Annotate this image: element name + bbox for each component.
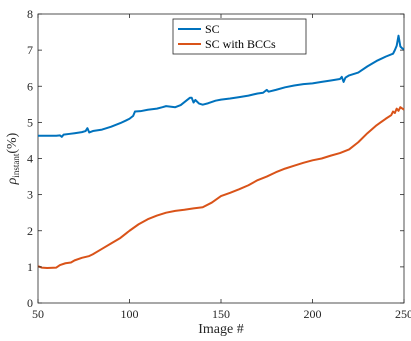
legend: SC SC with BCCs: [172, 18, 307, 55]
y-axis-label: ρinstant(%): [5, 132, 21, 185]
x-tick-label: 250: [395, 307, 411, 321]
x-tick-label: 150: [212, 307, 230, 321]
y-axis-label-symbol: ρ: [5, 177, 20, 185]
series-line-sc: [38, 34, 405, 138]
y-tick-label: 6: [27, 79, 33, 93]
y-tick-label: 7: [27, 43, 33, 57]
x-tick-label: 50: [32, 307, 44, 321]
y-axis-label-subscript: instant: [11, 153, 21, 177]
series-layer: [37, 34, 405, 269]
ticks-layer: 50 100 150 200 250 0 1 2 3 4 5 6 7 8: [27, 7, 411, 321]
series-line-sc-with-bccs: [37, 106, 405, 269]
x-tick-label: 100: [121, 307, 139, 321]
legend-label-sc-with-bccs: SC with BCCs: [205, 37, 276, 51]
y-tick-label: 2: [27, 224, 33, 238]
y-tick-label: 1: [27, 260, 33, 274]
plot-area: [37, 13, 405, 304]
y-tick-label: 4: [27, 152, 33, 166]
y-tick-label: 3: [27, 188, 33, 202]
y-tick-label: 5: [27, 115, 33, 129]
legend-label-sc: SC: [205, 22, 220, 36]
y-axis-label-unit: (%): [5, 132, 20, 153]
x-tick-label: 200: [304, 307, 322, 321]
y-tick-label: 8: [27, 7, 33, 21]
y-tick-label: 0: [27, 296, 33, 310]
legend-box: [172, 18, 307, 55]
x-axis-label: Image #: [198, 322, 243, 337]
